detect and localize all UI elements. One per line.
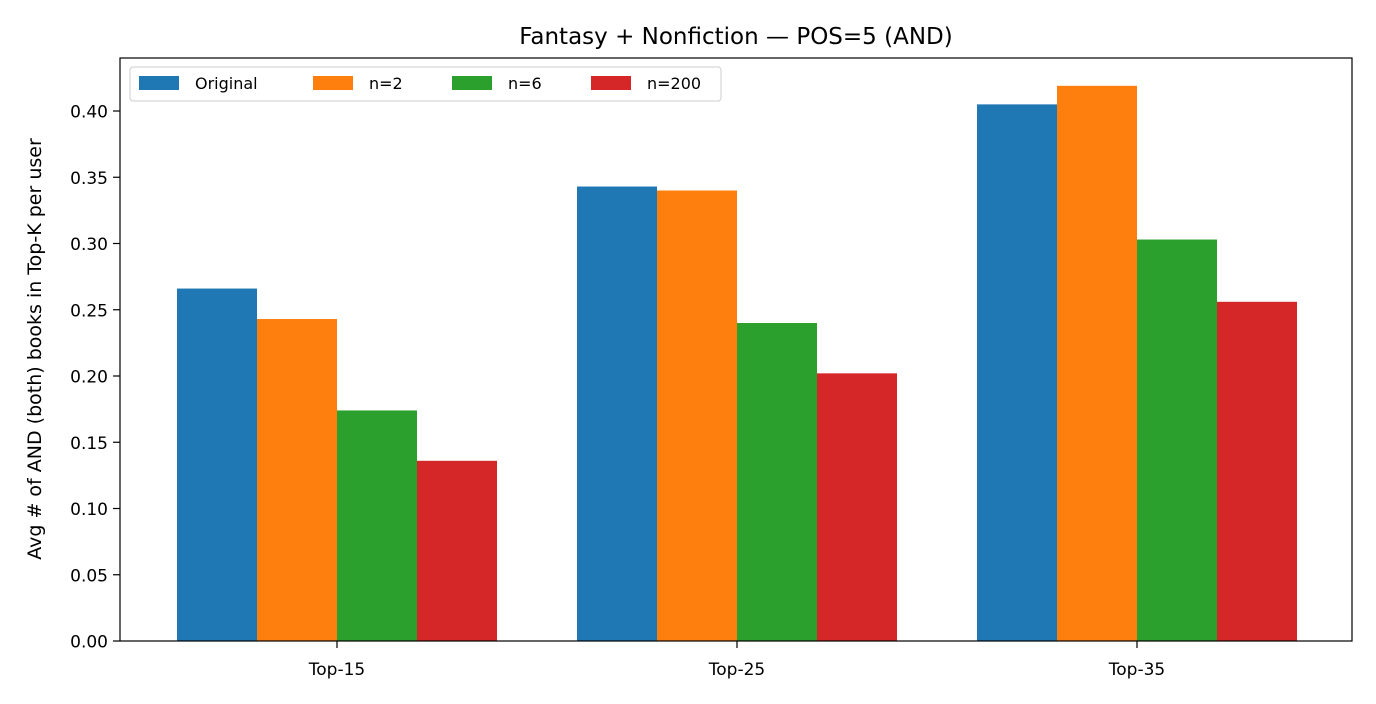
legend-label: n=6: [508, 74, 542, 93]
x-tick-label: Top-25: [708, 660, 765, 680]
y-axis: 0.00 0.05 0.10 0.15 0.20 0.25 0.30 0.35 0.40: [70, 103, 120, 653]
y-tick-label: 0.25: [70, 301, 108, 321]
x-tick-label: Top-15: [308, 660, 365, 680]
plot-frame: [119, 57, 1353, 642]
bars-group: [177, 85, 1297, 641]
y-tick-label: 0.35: [70, 169, 108, 189]
legend-swatch: [139, 76, 179, 90]
bar-n-200-top-25: [817, 373, 897, 641]
y-tick-label: 0.30: [70, 235, 108, 255]
legend-label: n=2: [369, 74, 403, 93]
bar-n-6-top-15: [337, 410, 417, 641]
legend: Original n=2 n=6 n=200: [129, 66, 722, 102]
bar-n-2-top-25: [657, 190, 737, 641]
bar-n-2-top-15: [257, 319, 337, 641]
legend-label: Original: [195, 74, 258, 93]
legend-box: [129, 66, 722, 102]
bar-n-200-top-35: [1217, 301, 1297, 641]
bar-original-top-35: [977, 104, 1057, 641]
legend-label: n=200: [647, 74, 701, 93]
y-axis-label: Avg # of AND (both) books in Top-K per u…: [24, 138, 46, 560]
y-tick-label: 0.05: [70, 566, 108, 586]
bar-original-top-15: [177, 288, 257, 641]
y-tick-label: 0.20: [70, 368, 108, 388]
bar-n-6-top-25: [737, 323, 817, 641]
x-tick-label: Top-35: [1108, 660, 1165, 680]
bar-original-top-25: [577, 186, 657, 641]
x-axis: Top-15 Top-25 Top-35: [308, 641, 1165, 680]
bar-n-6-top-35: [1137, 239, 1217, 641]
bar-n-2-top-35: [1057, 85, 1137, 641]
y-tick-label: 0.00: [70, 633, 108, 653]
legend-swatch: [591, 76, 631, 90]
chart-title: Fantasy + Nonfiction — POS=5 (AND): [519, 24, 952, 50]
y-tick-label: 0.10: [70, 500, 108, 520]
y-tick-label: 0.15: [70, 434, 108, 454]
bar-n-200-top-15: [417, 460, 497, 641]
legend-swatch: [452, 76, 492, 90]
y-tick-label: 0.40: [70, 103, 108, 123]
legend-swatch: [313, 76, 353, 90]
